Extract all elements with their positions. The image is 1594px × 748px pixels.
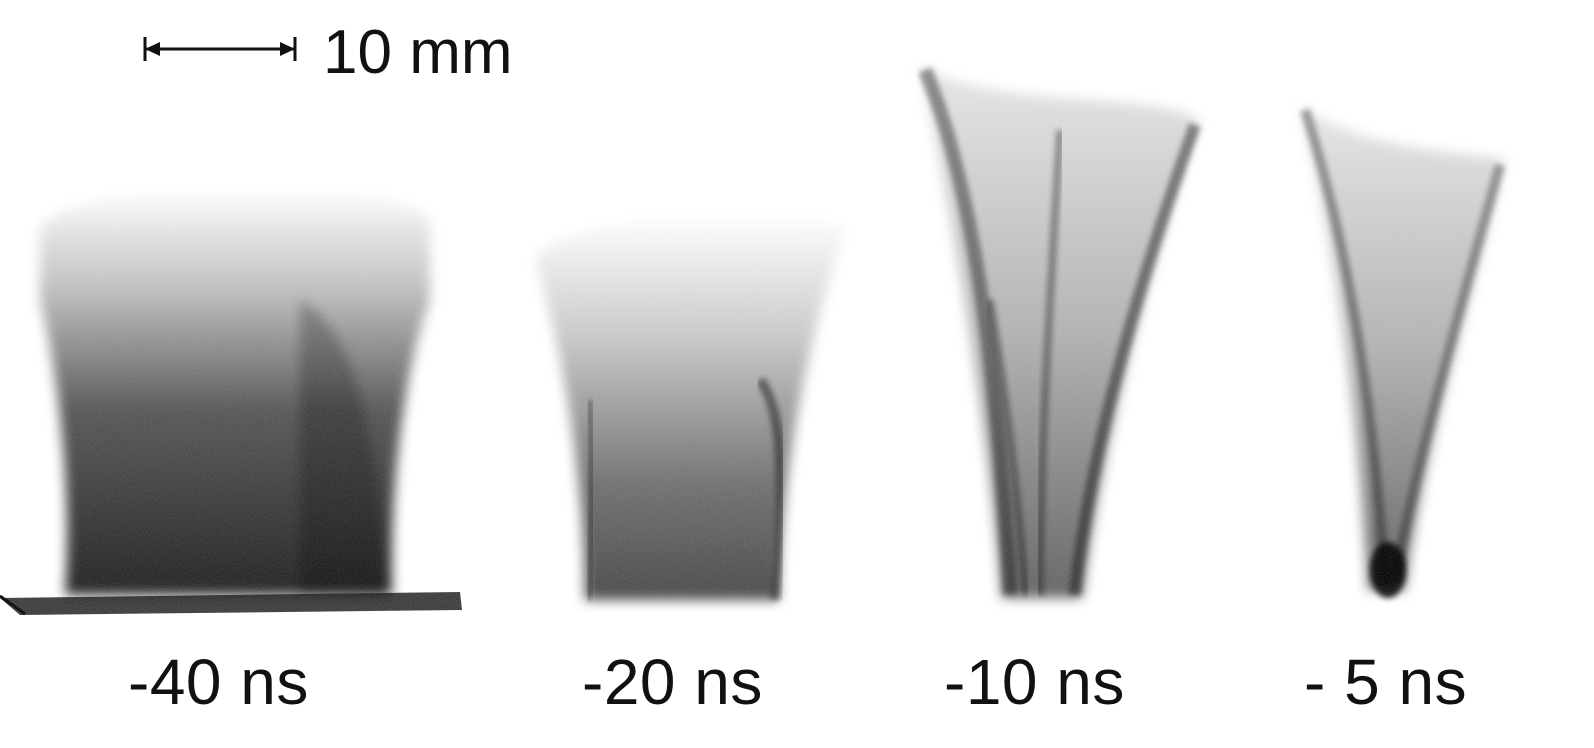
scale-bar xyxy=(143,37,297,61)
time-label-frame-1: -40 ns xyxy=(128,646,309,718)
time-label-frame-4: - 5 ns xyxy=(1304,646,1468,718)
time-label-frame-2: -20 ns xyxy=(582,646,763,718)
plasma-frame-5ns xyxy=(1300,105,1505,598)
scale-bar-label: 10 mm xyxy=(323,18,513,87)
time-label-frame-3: -10 ns xyxy=(944,646,1125,718)
plasma-frame-20ns xyxy=(535,213,845,601)
plasma-frame-40ns xyxy=(0,187,462,616)
plasma-frame-10ns xyxy=(918,65,1201,598)
